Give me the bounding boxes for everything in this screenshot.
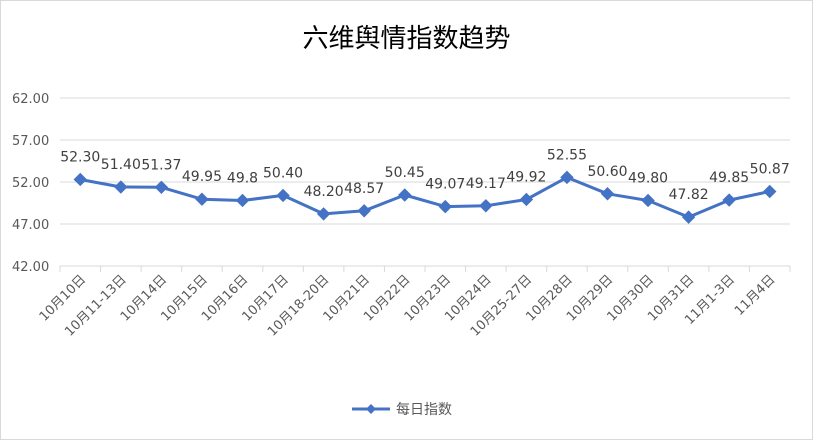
data-label: 51.37 (141, 157, 181, 173)
data-label: 50.60 (587, 164, 627, 180)
data-point (73, 172, 87, 187)
data-label: 48.20 (304, 184, 344, 200)
legend: 每日指数 (352, 402, 452, 418)
data-label: 49.85 (709, 170, 749, 186)
gridlines (60, 97, 790, 267)
data-point (195, 192, 209, 206)
data-point (316, 207, 331, 221)
y-tick-label: 57.00 (12, 134, 49, 149)
data-label: 47.82 (669, 187, 709, 203)
series-line (80, 175, 771, 219)
data-point (398, 188, 412, 202)
data-label: 52.30 (60, 149, 100, 165)
y-tick-label: 42.00 (12, 260, 49, 275)
data-point (114, 180, 128, 194)
data-label: 50.87 (750, 161, 790, 177)
data-label: 49.92 (506, 169, 546, 185)
data-label: 52.55 (547, 147, 587, 163)
data-label: 49.07 (425, 177, 465, 193)
data-point (479, 199, 493, 213)
y-tick-label: 62.00 (12, 92, 49, 107)
legend-marker (366, 404, 376, 414)
y-axis: 42.00 47.00 52.00 57.00 62.00 (12, 92, 49, 275)
data-point (600, 187, 615, 201)
x-axis: 10月10日10月11-13日10月14日10月15日10月16日10月17日1… (37, 266, 791, 340)
series-daily-index (73, 170, 777, 224)
data-point (519, 192, 534, 207)
data-point (763, 184, 777, 199)
data-point (681, 210, 696, 224)
data-point (235, 193, 250, 208)
data-point (560, 170, 574, 185)
data-point (276, 188, 290, 203)
data-label: 48.57 (344, 181, 384, 197)
y-tick-label: 47.00 (12, 218, 49, 233)
legend-label: 每日指数 (396, 402, 452, 418)
data-label: 50.45 (385, 165, 425, 181)
x-tick-label: 11月4日 (732, 272, 779, 319)
data-point (438, 199, 452, 214)
data-label: 50.40 (263, 165, 303, 181)
data-point (722, 193, 736, 207)
chart-title: 六维舆情指数趋势 (302, 24, 511, 54)
data-point (641, 193, 655, 208)
data-label: 49.80 (628, 170, 668, 186)
data-label: 49.8 (227, 170, 258, 186)
data-label: 49.17 (466, 176, 506, 192)
data-label: 51.40 (101, 157, 141, 173)
data-point (154, 180, 169, 194)
data-point (357, 204, 371, 218)
data-label: 49.95 (182, 169, 222, 185)
y-tick-label: 52.00 (12, 176, 49, 191)
